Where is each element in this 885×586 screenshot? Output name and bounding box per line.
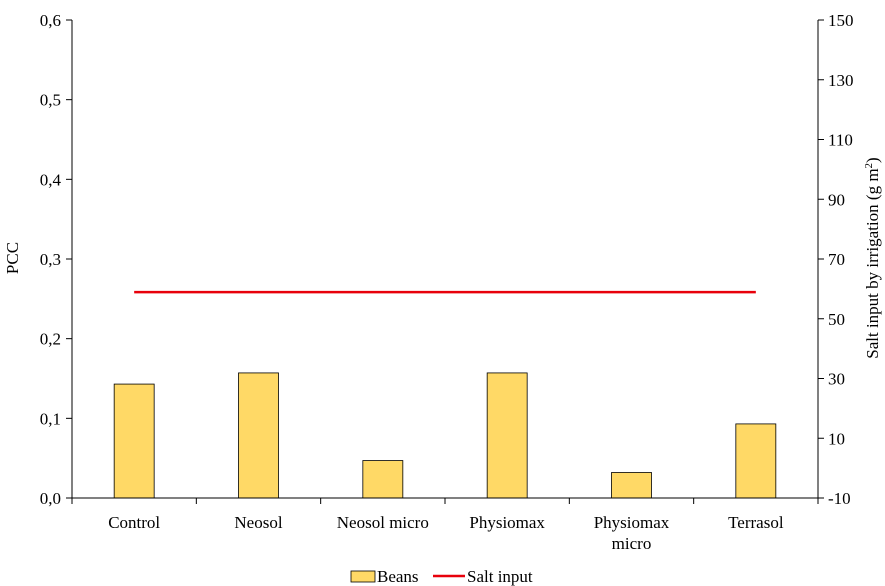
y2-tick-label: -10 — [828, 489, 851, 508]
left-tick-labels: 0,0 0,1 0,2 0,3 0,4 0,5 0,6 — [40, 11, 72, 508]
bar-control — [113, 383, 155, 499]
y2-tick-label: 30 — [828, 370, 845, 389]
right-tick-labels: -10 10 30 50 70 90 110 130 150 — [818, 11, 854, 508]
x-tick-label: Physiomax — [469, 513, 545, 532]
y-tick-label: 0,1 — [40, 409, 61, 428]
bar-neosol — [238, 372, 279, 499]
x-tick-label: Neosol micro — [337, 513, 429, 532]
bar-neosol-micro — [362, 460, 404, 499]
legend-swatch-beans — [350, 570, 376, 583]
bar-physiomax-micro — [611, 472, 652, 499]
y2-tick-label: 150 — [828, 11, 854, 30]
axes-group — [71, 20, 819, 499]
y2-tick-label: 50 — [828, 310, 845, 329]
bars-group — [113, 372, 777, 499]
legend: Beans Salt input — [350, 567, 533, 586]
y2-tick-label: 110 — [828, 131, 853, 150]
y2-axis-label: Salt input by irrigation (g m2) — [863, 157, 882, 358]
legend-label-salt: Salt input — [467, 567, 533, 586]
y-tick-label: 0,4 — [40, 170, 62, 189]
x-tick-label: Control — [108, 513, 160, 532]
y-axis-label: PCC — [3, 242, 22, 274]
y-tick-label: 0,3 — [40, 250, 61, 269]
y-tick-label: 0,5 — [40, 91, 61, 110]
x-tick-labels: Control Neosol Neosol micro Physiomax Physio… — [71, 498, 819, 553]
x-tick-label: Physiomax — [594, 513, 670, 532]
y-tick-label: 0,0 — [40, 489, 61, 508]
y2-tick-label: 90 — [828, 190, 845, 209]
y2-axis-label-main: Salt input by irrigation (g m — [863, 168, 882, 358]
x-tick-label: Neosol — [234, 513, 282, 532]
legend-label-beans: Beans — [377, 567, 419, 586]
y2-tick-label: 130 — [828, 71, 854, 90]
bar-physiomax — [486, 372, 528, 499]
y-tick-label: 0,2 — [40, 330, 61, 349]
y2-axis-label-end: ) — [863, 157, 882, 163]
y2-axis-label-sup: 2 — [863, 163, 875, 169]
bar-terrasol — [735, 423, 777, 499]
x-tick-label: Terrasol — [728, 513, 784, 532]
y-tick-label: 0,6 — [40, 11, 61, 30]
y2-tick-label: 70 — [828, 250, 845, 269]
x-tick-label: micro — [612, 534, 652, 553]
y2-tick-label: 10 — [828, 429, 845, 448]
